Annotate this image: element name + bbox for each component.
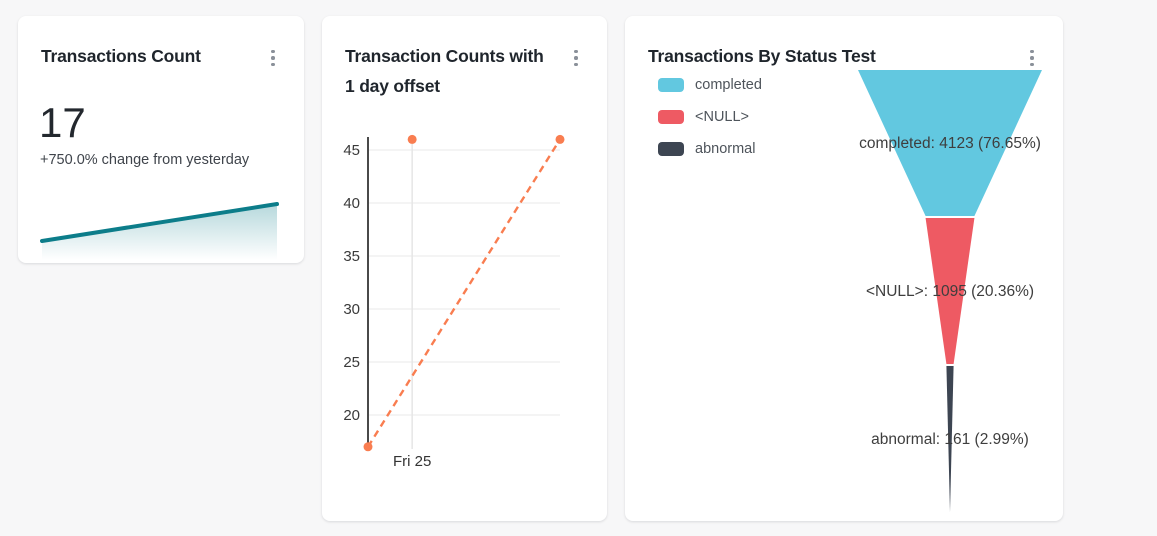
kpi-value: 17 — [39, 99, 86, 146]
kpi-change-text: +750.0% change from yesterday — [40, 152, 250, 168]
funnel-data-label: completed: 4123 (76.65%) — [859, 135, 1041, 152]
legend-swatch — [658, 78, 684, 92]
funnel-slice-null[interactable] — [925, 218, 975, 364]
card-title: Transactions Count — [41, 46, 201, 66]
y-tick-label: 20 — [343, 407, 360, 424]
sparkline-line — [40, 202, 279, 243]
data-point[interactable] — [407, 134, 417, 144]
kebab-menu-icon[interactable] — [567, 46, 585, 70]
sparkline-chart — [40, 202, 279, 260]
y-tick-label: 40 — [343, 195, 360, 212]
y-tick-label: 30 — [343, 301, 360, 318]
funnel-slice-completed[interactable] — [858, 70, 1042, 216]
legend-item-null[interactable]: <NULL> — [658, 109, 762, 125]
legend-swatch — [658, 142, 684, 156]
sparkline-area — [42, 204, 277, 260]
legend-item-abnormal[interactable]: abnormal — [658, 141, 762, 157]
funnel-data-label: <NULL>: 1095 (20.36%) — [866, 283, 1034, 300]
card-title: Transactions By Status Test — [648, 46, 876, 66]
kebab-menu-icon[interactable] — [1023, 46, 1041, 70]
legend-swatch — [658, 110, 684, 124]
y-tick-label: 45 — [343, 142, 360, 159]
funnel-legend: completed <NULL> abnormal — [658, 77, 762, 174]
legend-label: abnormal — [695, 141, 756, 157]
legend-item-completed[interactable]: completed — [658, 77, 762, 93]
funnel-data-label: abnormal: 161 (2.99%) — [871, 431, 1029, 448]
line-chart: 20 25 30 35 40 45 Fri 25 — [343, 134, 565, 470]
x-tick-label: Fri 25 — [393, 453, 431, 470]
y-tick-label: 35 — [343, 248, 360, 265]
kebab-menu-icon[interactable] — [264, 46, 282, 70]
series-line — [366, 138, 562, 448]
card-transactions-by-status: Transactions By Status Test completed <N… — [625, 16, 1063, 521]
card-title: Transaction Counts with 1 day offset — [345, 46, 544, 96]
card-transaction-counts-offset: Transaction Counts with 1 day offset 20 2… — [322, 16, 607, 521]
data-point[interactable] — [555, 134, 565, 144]
y-tick-label: 25 — [343, 354, 360, 371]
funnel-chart: completed: 4123 (76.65%) <NULL>: 1095 (20… — [858, 70, 1042, 512]
legend-label: <NULL> — [695, 109, 750, 125]
card-transactions-count: Transactions Count 17 +750.0% change fro… — [18, 16, 304, 263]
funnel-slice-abnormal[interactable] — [946, 366, 954, 512]
legend-label: completed — [695, 77, 762, 93]
data-point[interactable] — [363, 442, 373, 452]
